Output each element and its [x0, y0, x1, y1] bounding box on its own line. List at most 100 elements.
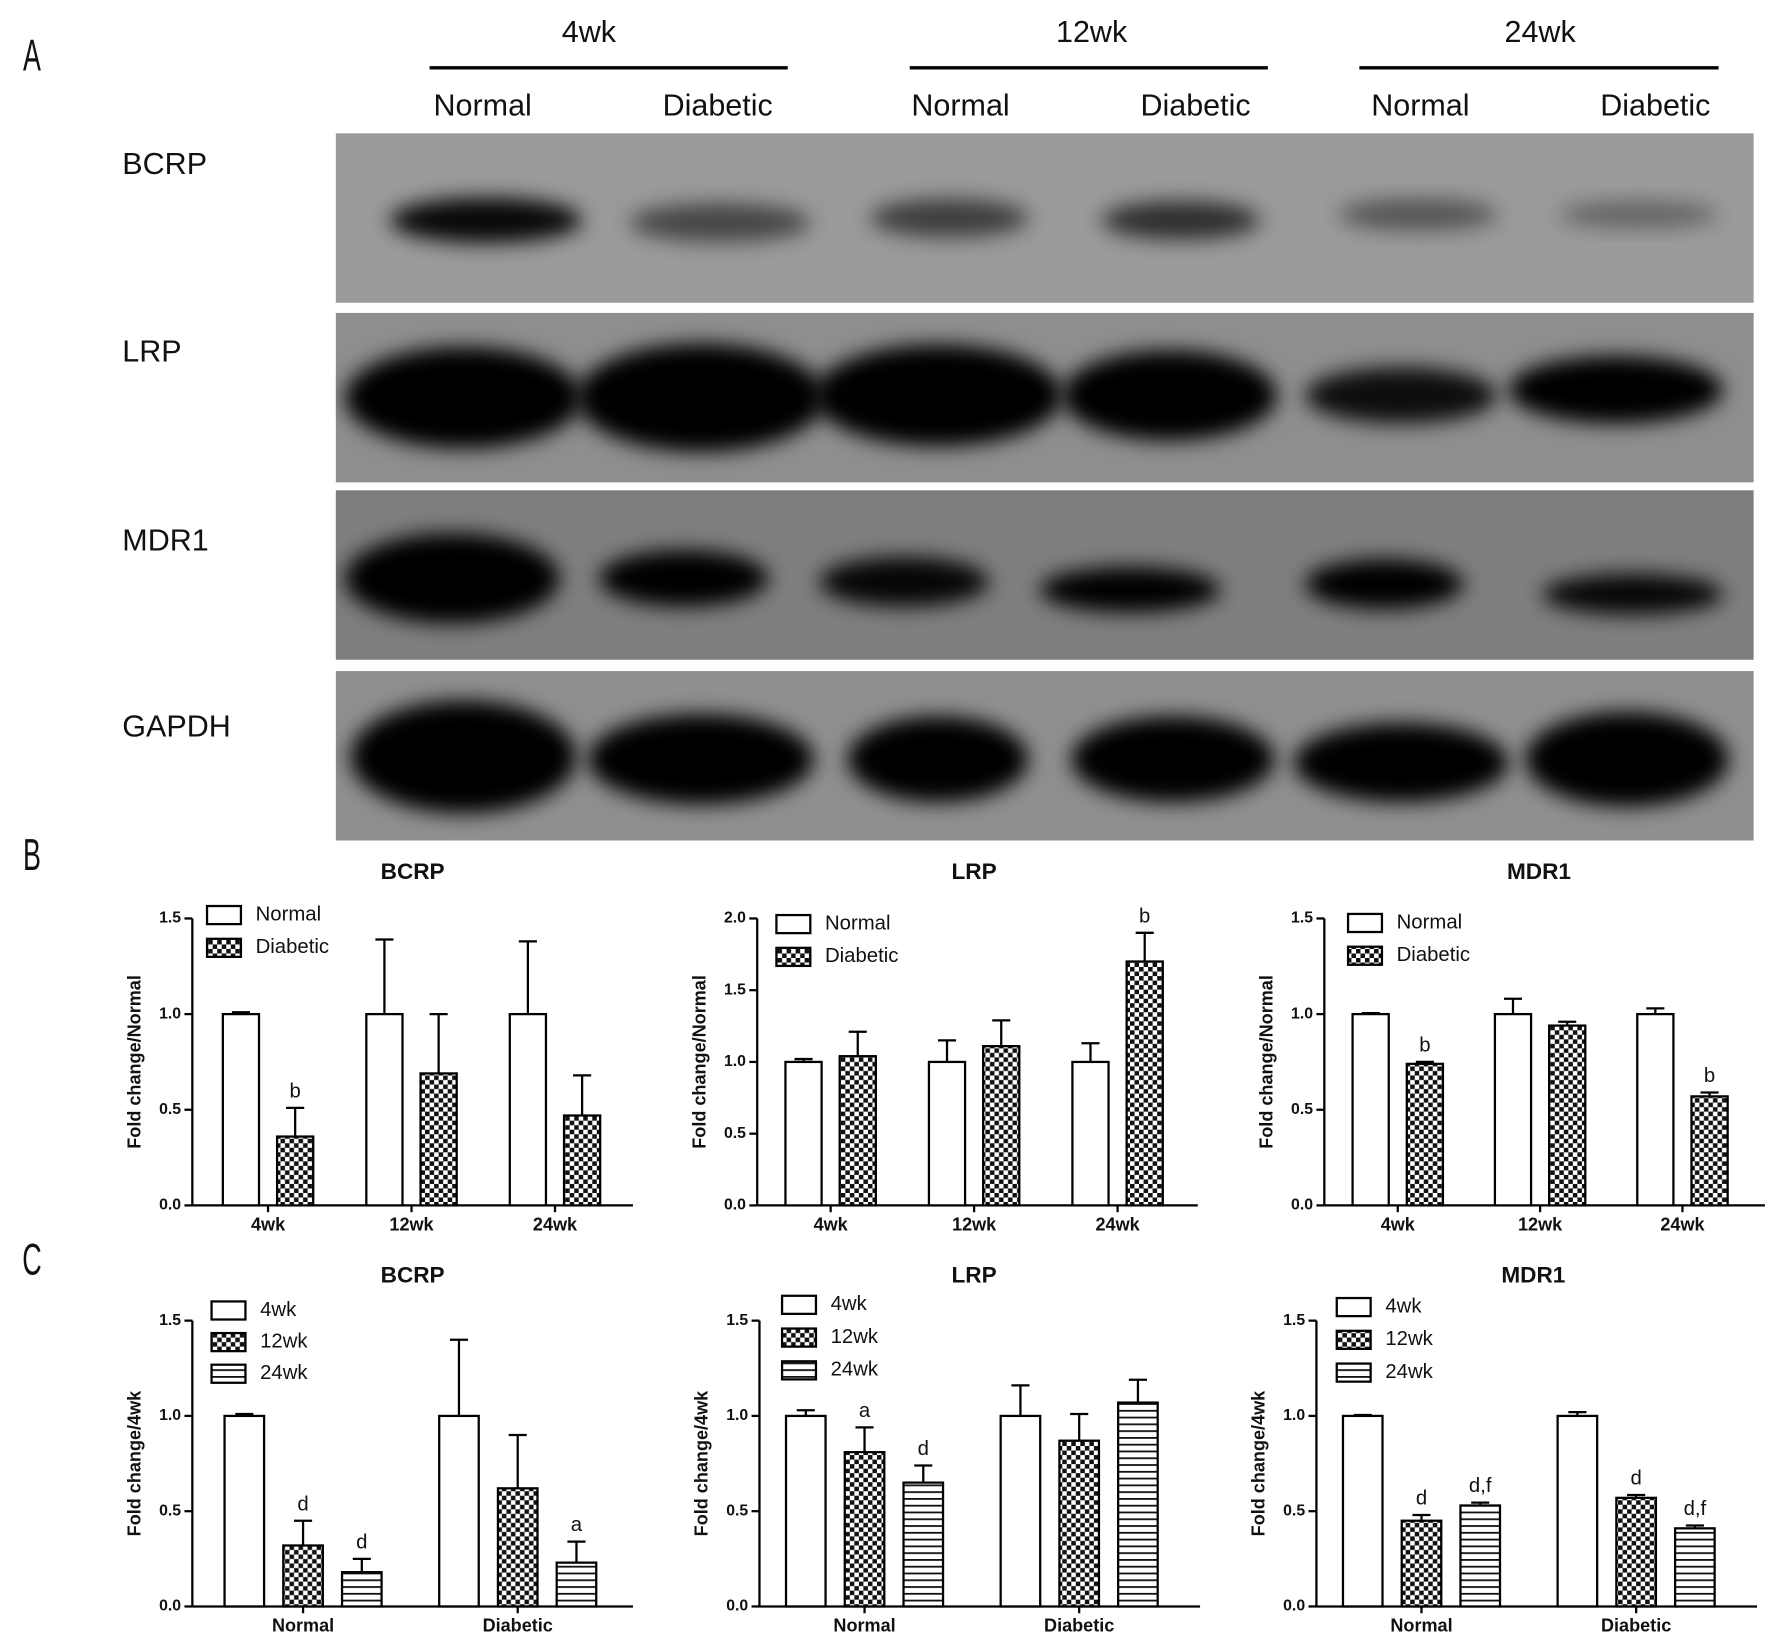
annotation: b	[1419, 1034, 1430, 1056]
band	[1071, 716, 1275, 803]
band	[819, 556, 989, 607]
y-tick-label: 0.5	[1283, 1502, 1305, 1519]
bar	[1400, 1519, 1443, 1608]
bar	[1690, 1095, 1729, 1207]
bar	[562, 1114, 602, 1207]
legend-label: 4wk	[260, 1299, 297, 1321]
legend-label: 12wk	[260, 1330, 308, 1352]
y-tick-label: 0.5	[726, 1502, 748, 1519]
band	[1525, 711, 1729, 807]
y-tick-label: 0.0	[159, 1197, 181, 1214]
bar	[1493, 1012, 1533, 1207]
annotation: d	[1630, 1468, 1641, 1490]
legend-swatch	[1346, 912, 1384, 934]
bar	[1636, 1012, 1675, 1207]
y-tick-label: 0.5	[159, 1101, 181, 1118]
legend-label: 12wk	[1385, 1328, 1433, 1350]
legend-label: Diabetic	[256, 936, 329, 958]
bar	[1071, 1060, 1110, 1207]
band	[1039, 567, 1221, 613]
group-label: 12wk	[1056, 15, 1128, 49]
bar	[982, 1045, 1021, 1207]
band	[344, 346, 583, 449]
y-tick-label: 0.5	[159, 1502, 181, 1519]
protein-label: LRP	[122, 335, 181, 369]
bar	[365, 1012, 404, 1207]
protein-label: MDR1	[122, 523, 208, 557]
protein-label: BCRP	[122, 147, 207, 181]
lane-label: Diabetic	[1140, 88, 1250, 122]
bands	[344, 533, 1724, 624]
annotation: d	[297, 1493, 308, 1515]
x-tick-label: 24wk	[1660, 1215, 1705, 1235]
bands	[344, 343, 1724, 452]
band	[390, 197, 583, 243]
y-tick-label: 2.0	[724, 910, 746, 927]
bar	[221, 1012, 261, 1207]
legend-swatch	[1346, 945, 1384, 966]
legend-swatch	[1335, 1362, 1372, 1383]
annotation: d,f	[1469, 1475, 1492, 1497]
x-tick-label: 24wk	[533, 1215, 578, 1235]
band	[847, 716, 1029, 803]
y-tick-label: 1.0	[159, 1005, 181, 1022]
bar	[496, 1487, 539, 1608]
chart-title: LRP	[952, 859, 997, 884]
annotation: b	[1139, 905, 1150, 927]
bar	[555, 1561, 598, 1608]
y-tick-label: 0.0	[724, 1197, 746, 1214]
bar	[275, 1135, 315, 1207]
legend-label: Normal	[256, 903, 322, 925]
band	[1339, 198, 1498, 231]
legend-swatch	[1335, 1329, 1372, 1351]
band	[1101, 201, 1260, 240]
lane-label: Normal	[1371, 88, 1469, 122]
legend-label: 24wk	[260, 1362, 308, 1384]
legend-label: Diabetic	[1397, 944, 1470, 966]
bands	[390, 197, 1718, 243]
annotation: d	[356, 1531, 367, 1553]
band	[1559, 201, 1718, 229]
bar	[784, 1060, 823, 1207]
legend-label: 4wk	[831, 1293, 868, 1315]
bar	[1341, 1414, 1384, 1608]
legend-swatch	[780, 1360, 818, 1381]
legend-label: 24wk	[831, 1359, 879, 1381]
panel-label: C	[22, 1235, 41, 1285]
panel-label: B	[23, 830, 41, 880]
y-tick-label: 1.0	[724, 1053, 746, 1070]
panel-label: A	[23, 31, 41, 81]
x-tick-label: 12wk	[389, 1215, 434, 1235]
bar	[340, 1571, 383, 1608]
x-tick-label: 24wk	[1095, 1215, 1140, 1235]
x-tick-label: 12wk	[952, 1215, 997, 1235]
x-tick-label: 12wk	[1518, 1215, 1563, 1235]
bar	[1117, 1401, 1159, 1608]
y-tick-label: 1.0	[159, 1407, 181, 1424]
legend-swatch	[775, 913, 812, 935]
legend-swatch	[780, 1294, 818, 1315]
bar	[1405, 1062, 1445, 1207]
legend-label: 12wk	[831, 1326, 879, 1348]
bar	[508, 1012, 548, 1207]
bar	[902, 1481, 945, 1608]
blot-strip	[335, 490, 1754, 660]
bar	[784, 1414, 827, 1608]
bar	[1673, 1527, 1716, 1608]
y-tick-label: 0.0	[1283, 1598, 1305, 1615]
legend-label: Normal	[825, 912, 891, 934]
bar	[1548, 1024, 1587, 1207]
band	[1305, 559, 1464, 609]
annotation: a	[859, 1400, 871, 1422]
lane-label: Normal	[911, 88, 1009, 122]
legend-swatch	[780, 1327, 818, 1348]
x-tick-label: Normal	[272, 1616, 334, 1636]
legend-label: Diabetic	[825, 945, 898, 967]
legend-swatch	[205, 904, 243, 926]
y-axis-label: Fold change/4wk	[125, 1390, 145, 1536]
bands	[350, 700, 1729, 814]
bar	[1459, 1504, 1502, 1608]
y-tick-label: 1.0	[1283, 1407, 1305, 1424]
y-tick-label: 1.5	[159, 1312, 181, 1329]
